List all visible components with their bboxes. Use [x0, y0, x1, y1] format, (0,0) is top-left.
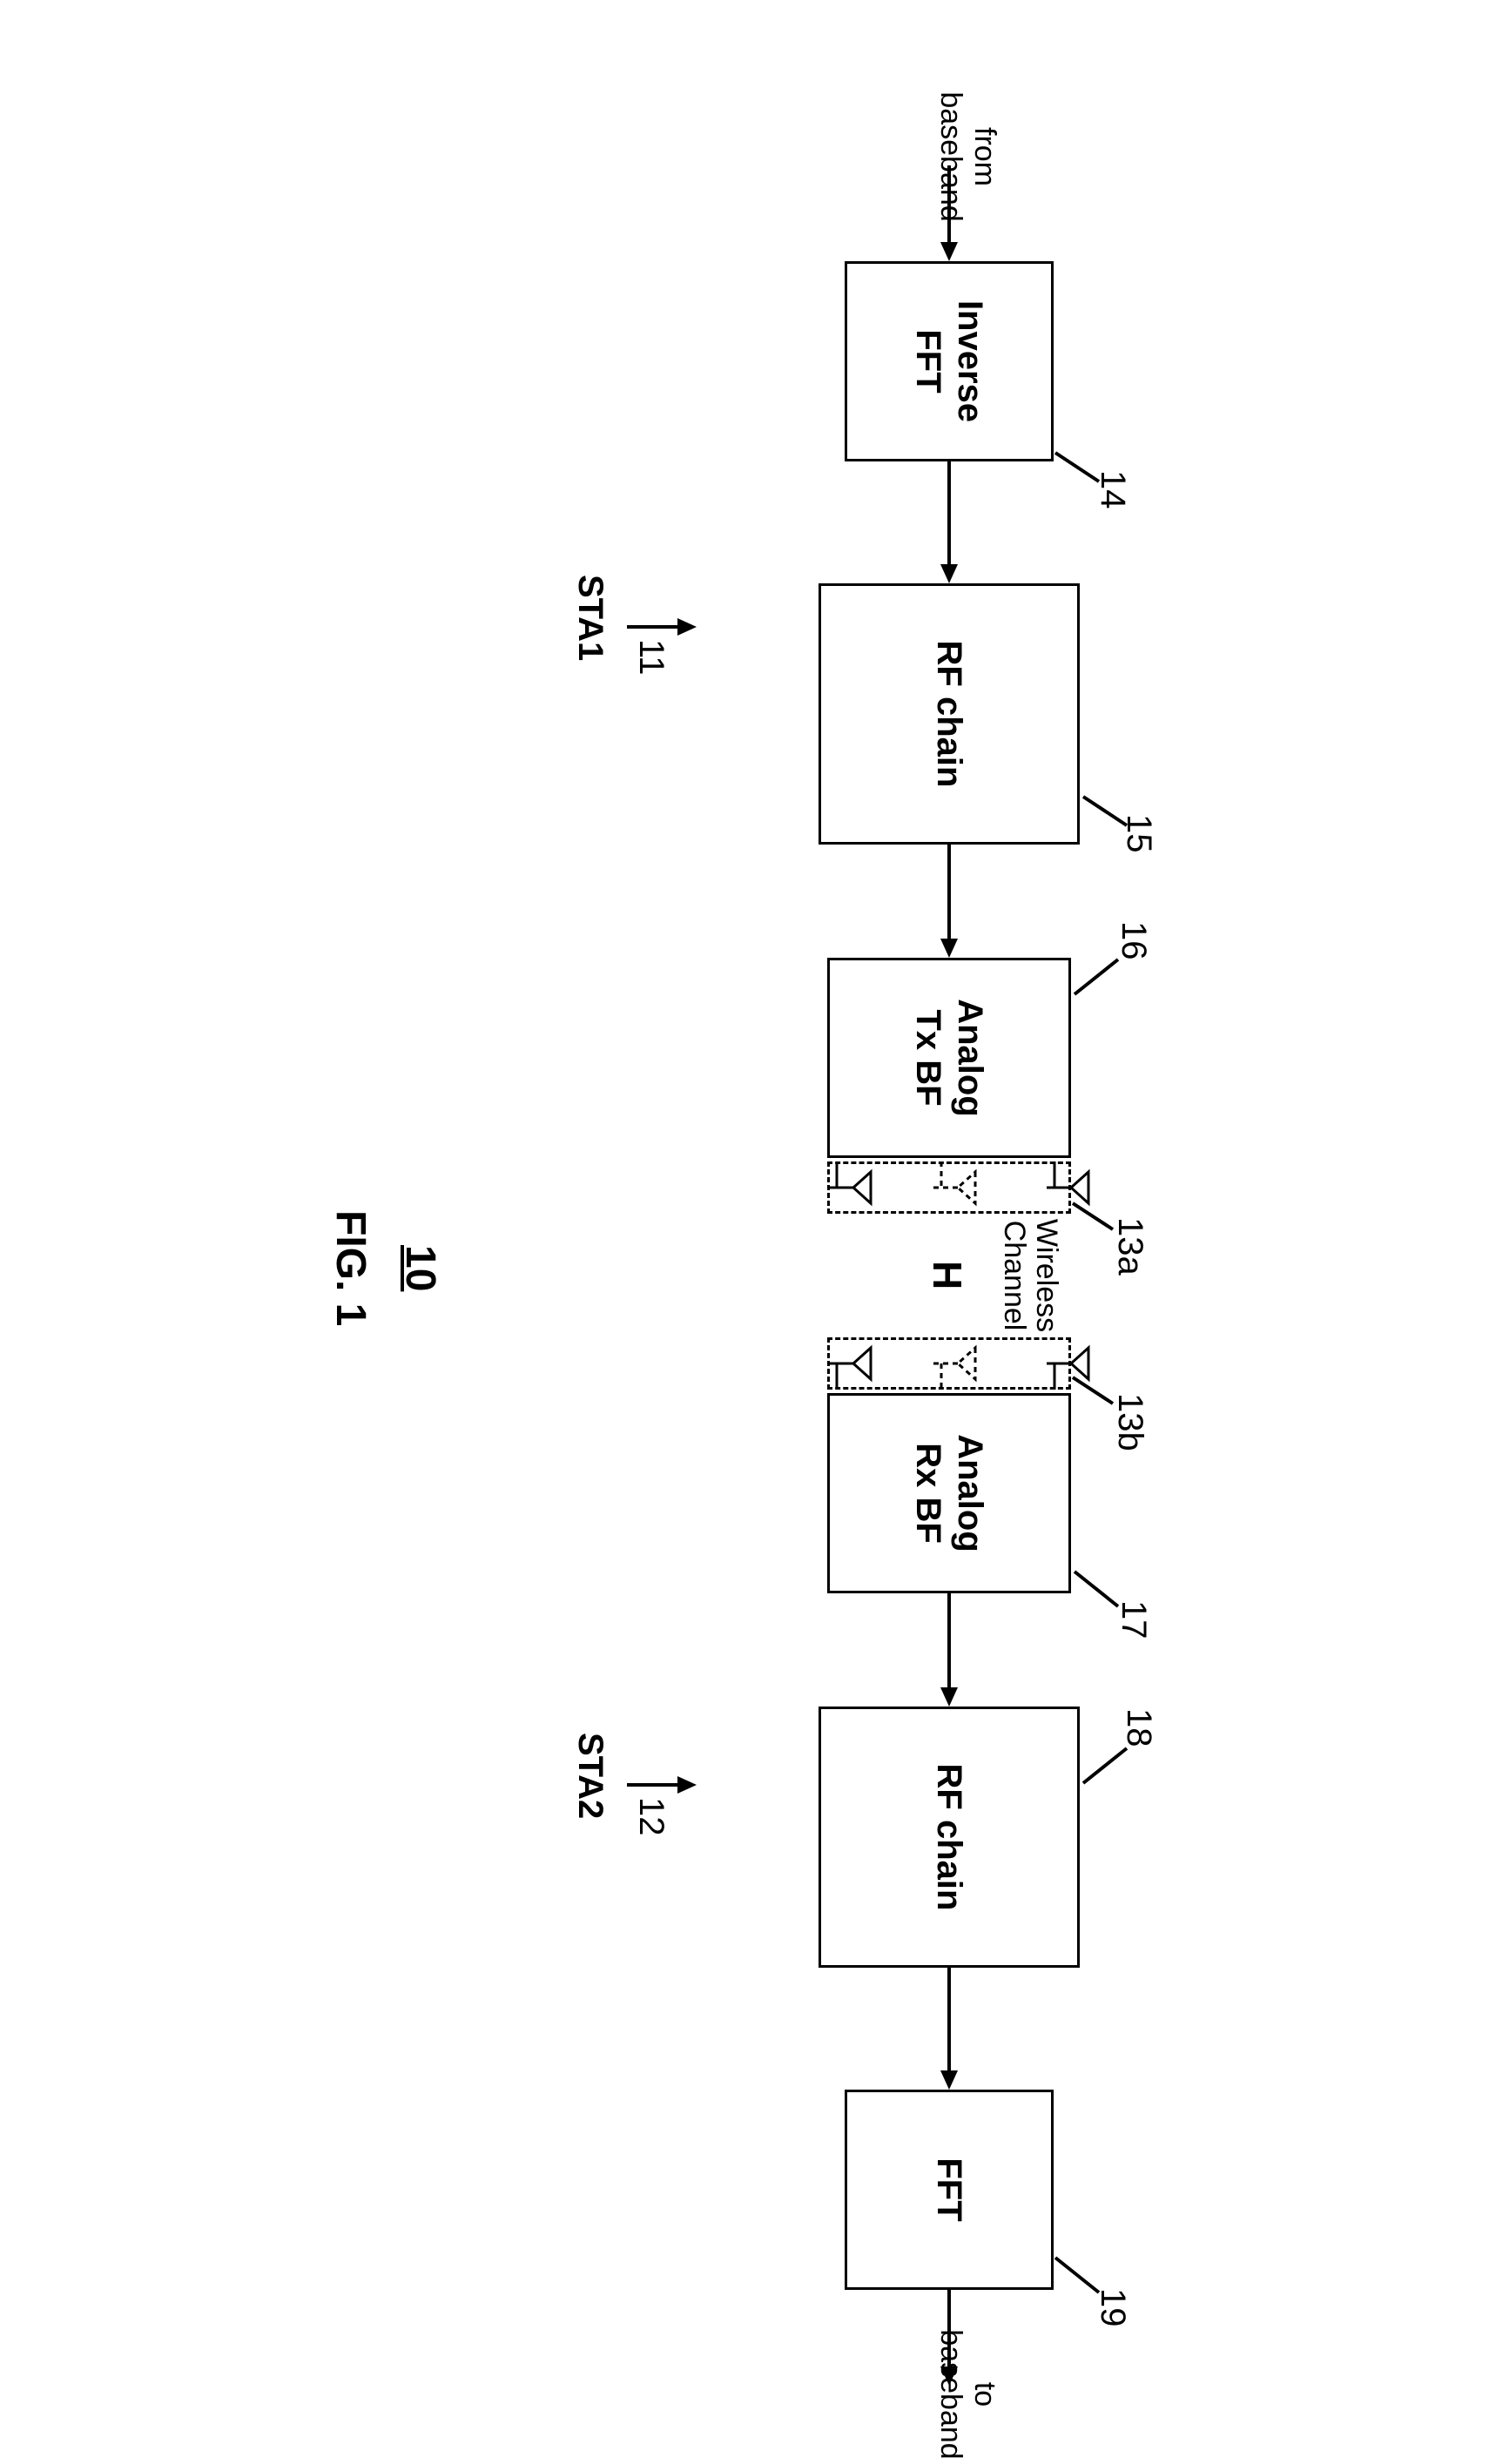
sta1-ref: 11: [631, 639, 670, 676]
block-inverse-fft-label: InverseFFT: [907, 300, 991, 422]
block-fft: FFT: [845, 2090, 1054, 2290]
ref-19: 19: [1093, 2288, 1132, 2327]
output-label: tobaseband: [933, 2325, 1001, 2464]
ref-tick-18: [1073, 1740, 1134, 1801]
block-rx-bf-label: AnalogRx BF: [907, 1434, 991, 1552]
ref-15: 15: [1119, 814, 1158, 853]
antenna-rx-2: [932, 1337, 982, 1390]
block-tx-bf: AnalogTx BF: [827, 958, 1071, 1158]
block-rf-rx: RF chain: [819, 1707, 1080, 1968]
block-rf-rx-label: RF chain: [928, 1764, 970, 1911]
block-fft-label: FFT: [928, 2158, 970, 2221]
sta2-label: STA2: [570, 1733, 610, 1819]
ref-13a: 13a: [1110, 1217, 1149, 1276]
arrow-input: [932, 165, 967, 261]
block-rf-tx-label: RF chain: [928, 641, 970, 788]
sta2-ref: 12: [631, 1797, 670, 1836]
sta1-label: STA1: [570, 575, 610, 661]
block-inverse-fft: InverseFFT: [845, 261, 1054, 461]
ref-tick-16: [1064, 951, 1125, 1012]
channel-h: H: [924, 1261, 971, 1289]
figure-caption: FIG. 1: [327, 1210, 374, 1326]
arrow-rxbf-rf: [932, 1593, 967, 1707]
arrow-rf-txbf: [932, 845, 967, 958]
ref-18: 18: [1119, 1708, 1158, 1747]
ref-16: 16: [1114, 921, 1153, 960]
system-ref: 10: [396, 1245, 444, 1291]
antenna-tx-2: [932, 1161, 982, 1214]
channel-label: WirelessChannel: [997, 1210, 1062, 1341]
block-rx-bf: AnalogRx BF: [827, 1393, 1071, 1593]
antenna-tx-3: [827, 1161, 878, 1214]
block-rf-tx: RF chain: [819, 583, 1080, 845]
block-tx-bf-label: AnalogTx BF: [907, 999, 991, 1117]
arrow-ifft-rf: [932, 461, 967, 583]
ref-13b: 13b: [1110, 1393, 1149, 1451]
antenna-rx-3: [827, 1337, 878, 1390]
ref-14: 14: [1093, 470, 1132, 509]
arrow-rf-fft: [932, 1968, 967, 2090]
ref-17: 17: [1114, 1600, 1153, 1639]
